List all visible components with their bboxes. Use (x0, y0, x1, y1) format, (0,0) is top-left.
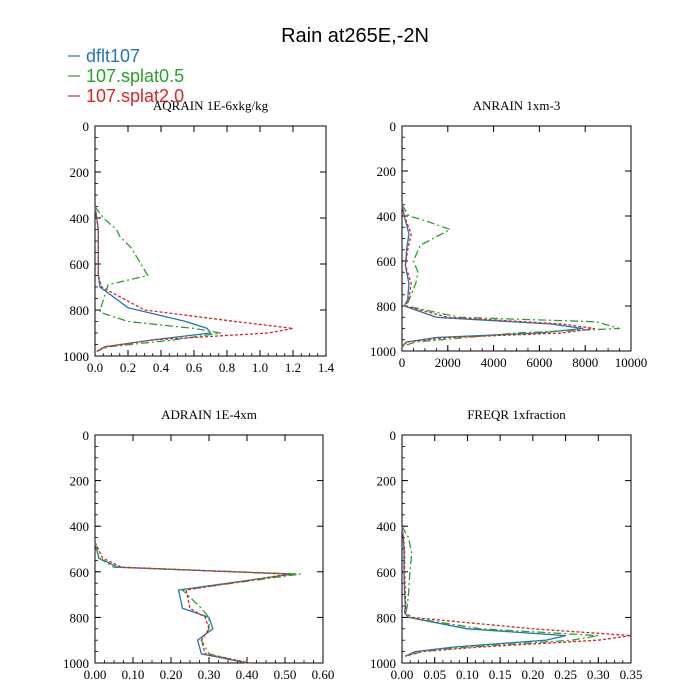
series-line-107-splat0-5 (401, 204, 621, 348)
x-tick-label: 1.4 (318, 360, 335, 375)
y-tick-label: 600 (377, 254, 397, 269)
y-tick-label: 600 (70, 565, 90, 580)
x-tick-label: 0.25 (554, 667, 577, 682)
x-tick-label: 0.30 (587, 667, 610, 682)
y-tick-label: 400 (70, 519, 90, 534)
y-tick-label: 600 (70, 257, 90, 272)
x-tick-label: 10000 (615, 355, 648, 370)
figure-title: Rain at265E,-2N (281, 25, 429, 47)
y-tick-label: 200 (377, 474, 397, 489)
x-tick-label: 0.8 (219, 360, 235, 375)
x-tick-label: 0.0 (87, 360, 103, 375)
legend-label-1: 107.splat0.5 (86, 66, 184, 86)
x-tick-label: 4000 (481, 355, 507, 370)
series-line-dflt107 (401, 204, 584, 347)
y-tick-label: 800 (70, 303, 90, 318)
y-tick-label: 200 (70, 165, 90, 180)
plot-frame (401, 434, 632, 664)
panel-adrain: ADRAIN 1E-4xm 0.00 0.10 0.20 0.30 0.40 0.50 0.6… (63, 407, 334, 682)
x-tick-label: 1.0 (252, 360, 268, 375)
x-tick-label: 0.6 (186, 360, 203, 375)
series-line-107-splat0-5 (94, 206, 222, 353)
x-tick-label: 0.00 (84, 667, 107, 682)
legend-label-2: 107.splat2.0 (86, 86, 184, 106)
series-line-107-splat2-0 (401, 204, 596, 347)
x-tick-label: 0.35 (620, 667, 643, 682)
x-tick-label: 0.2 (120, 360, 136, 375)
y-tick-label: 1000 (370, 656, 396, 671)
y-tick-label: 800 (70, 610, 90, 625)
series-line-dflt107 (94, 206, 212, 352)
y-tick-label: 0 (390, 119, 397, 134)
panel-anrain: ANRAIN 1xm-3 0 2000 4000 6000 8000 10000 0 200 40… (370, 98, 647, 370)
series-line-dflt107 (94, 542, 294, 664)
x-tick-label: 8000 (572, 355, 598, 370)
y-tick-label: 800 (377, 299, 397, 314)
panel-title: FREQR 1xfraction (467, 407, 566, 422)
x-tick-label: 0.20 (521, 667, 544, 682)
y-tick-label: 1000 (370, 344, 396, 359)
y-tick-label: 800 (377, 610, 397, 625)
x-tick-label: 0.4 (153, 360, 170, 375)
series-line-107-splat2-0 (401, 526, 632, 657)
y-tick-label: 400 (377, 209, 397, 224)
x-tick-label: 0.20 (160, 667, 183, 682)
x-tick-label: 0.40 (236, 667, 259, 682)
panel-title: AQRAIN 1E-6xkg/kg (153, 98, 269, 113)
series-line-107-splat2-0 (94, 541, 290, 664)
series-line-107-splat0-5 (94, 542, 301, 664)
panel-title: ADRAIN 1E-4xm (161, 407, 257, 422)
y-tick-label: 1000 (63, 656, 89, 671)
y-tick-label: 600 (377, 565, 397, 580)
x-tick-label: 1.2 (285, 360, 301, 375)
y-tick-label: 400 (70, 211, 90, 226)
y-tick-label: 200 (70, 474, 90, 489)
series-line-107-splat2-0 (94, 206, 294, 352)
panel-title: ANRAIN 1xm-3 (473, 98, 561, 113)
y-tick-label: 0 (83, 428, 90, 443)
x-tick-label: 0 (399, 355, 406, 370)
y-tick-label: 1000 (63, 349, 89, 364)
panel-aqrain: AQRAIN 1E-6xkg/kg 0.0 0.2 0.4 0.6 0.8 1.0 1.2 1.… (63, 98, 335, 375)
x-tick-label: 0.10 (122, 667, 145, 682)
y-tick-label: 400 (377, 519, 397, 534)
x-tick-label: 0.50 (274, 667, 297, 682)
legend-label-0: dflt107 (86, 46, 140, 66)
x-tick-label: 0.05 (423, 667, 446, 682)
x-tick-label: 6000 (526, 355, 552, 370)
y-tick-label: 0 (83, 119, 90, 134)
x-tick-label: 0.15 (489, 667, 512, 682)
y-tick-label: 0 (390, 428, 397, 443)
x-tick-label: 0.10 (456, 667, 479, 682)
panel-freqr: FREQR 1xfraction 0.00 0.05 0.10 0.15 0.20 0.25… (370, 407, 642, 682)
series-line-107-splat0-5 (401, 525, 599, 657)
series-line-dflt107 (401, 526, 567, 657)
x-tick-label: 0.30 (198, 667, 221, 682)
x-tick-label: 2000 (435, 355, 461, 370)
y-tick-label: 200 (377, 164, 397, 179)
x-tick-label: 0.60 (312, 667, 335, 682)
x-tick-label: 0.00 (391, 667, 414, 682)
